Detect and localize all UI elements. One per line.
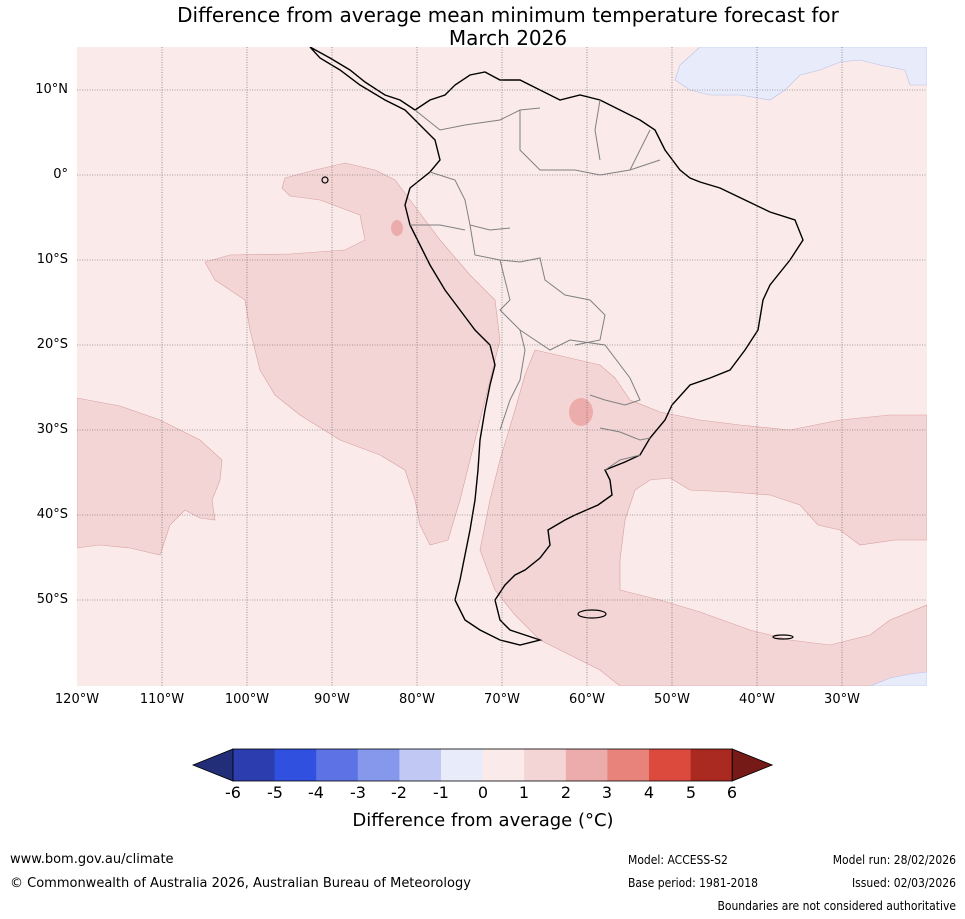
colorbar-label: Difference from average (°C) <box>352 810 614 831</box>
colorbar-tick: 2 <box>560 783 572 802</box>
title-line-1: Difference from average mean minimum tem… <box>177 3 839 27</box>
title-line-2: March 2026 <box>448 26 568 50</box>
lon-label-30w: 30°W <box>824 692 860 707</box>
colorbar-border <box>232 748 733 782</box>
colorbar-tick: -6 <box>225 783 241 802</box>
band-2-3-spot-pacific <box>391 220 403 236</box>
lon-label-90w: 90°W <box>314 692 350 707</box>
lon-label-80w: 80°W <box>399 692 435 707</box>
lon-label-120w: 120°W <box>54 692 100 707</box>
lon-label-50w: 50°W <box>654 692 690 707</box>
colorbar-segment <box>233 749 276 781</box>
island-galapagos <box>321 176 329 184</box>
colorbar-segment <box>274 749 317 781</box>
colorbar-tick: -2 <box>391 783 407 802</box>
colorbar-segment <box>399 749 442 781</box>
colorbar-segment <box>565 749 608 781</box>
colorbar-segment <box>649 749 692 781</box>
lat-label-10s: 10°S <box>36 252 68 267</box>
colorbar-tick: 5 <box>685 783 697 802</box>
colorbar-tick: -1 <box>433 783 449 802</box>
colorbar-arrow-low <box>191 748 234 782</box>
footer-issued: Issued: 02/03/2026 <box>851 876 956 890</box>
band-1-2-region-argentina-atlantic <box>479 349 927 686</box>
colorbar-arrow-high <box>731 748 774 782</box>
colorbar-tick: 0 <box>477 783 489 802</box>
colorbar-segment <box>524 749 567 781</box>
footer-copyright: © Commonwealth of Australia 2026, Austra… <box>10 876 471 891</box>
south-america-coastline <box>309 47 804 646</box>
lat-label-40s: 40°S <box>36 507 68 522</box>
colorbar-segment <box>357 749 400 781</box>
colorbar-tick: 3 <box>601 783 613 802</box>
lat-label-10n: 10°N <box>35 82 68 97</box>
footer-model-run: Model run: 28/02/2026 <box>832 853 956 867</box>
island-south-georgia <box>772 634 794 640</box>
lon-label-110w: 110°W <box>139 692 185 707</box>
lat-label-50s: 50°S <box>36 592 68 607</box>
colorbar-tick: 6 <box>726 783 738 802</box>
footer-boundaries-note: Boundaries are not considered authoritat… <box>717 899 956 913</box>
country-borders <box>410 99 661 471</box>
lat-label-30s: 30°S <box>36 422 68 437</box>
gridlines <box>77 47 927 686</box>
band-minus1-0-region-atlantic-south <box>869 671 927 686</box>
colorbar-tick: -5 <box>267 783 283 802</box>
colorbar <box>191 748 774 782</box>
band-minus1-0-region-atlantic-north <box>674 47 927 101</box>
colorbar-tick: 4 <box>643 783 655 802</box>
island-falklands <box>577 609 607 619</box>
colorbar-tick: -4 <box>308 783 324 802</box>
band-2-3-spot-paraguay <box>569 398 593 426</box>
colorbar-segment <box>441 749 484 781</box>
colorbar-segment <box>482 749 525 781</box>
colorbar-segment <box>690 749 733 781</box>
colorbar-segment <box>316 749 359 781</box>
colorbar-tick: 1 <box>518 783 530 802</box>
lon-label-60w: 60°W <box>569 692 605 707</box>
footer-model: Model: ACCESS-S2 <box>628 853 728 867</box>
lat-label-20s: 20°S <box>36 337 68 352</box>
lon-label-40w: 40°W <box>739 692 775 707</box>
map-title: Difference from average mean minimum tem… <box>0 4 965 50</box>
lon-label-100w: 100°W <box>224 692 270 707</box>
colorbar-segment <box>607 749 650 781</box>
lat-label-0: 0° <box>53 167 68 182</box>
lon-label-70w: 70°W <box>484 692 520 707</box>
map-area <box>77 47 927 686</box>
footer-website: www.bom.gov.au/climate <box>10 852 174 867</box>
colorbar-tick: -3 <box>350 783 366 802</box>
footer-base-period: Base period: 1981-2018 <box>628 876 759 890</box>
